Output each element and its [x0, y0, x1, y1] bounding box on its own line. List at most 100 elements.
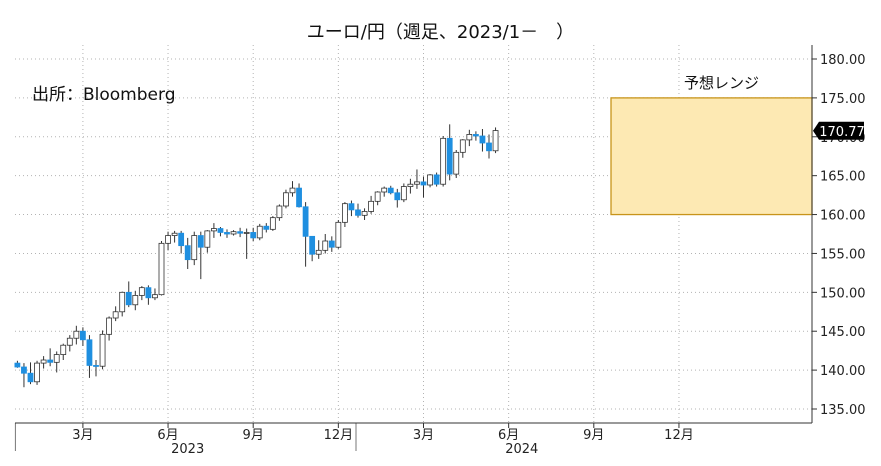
candle-body — [387, 187, 394, 194]
candle — [152, 288, 158, 301]
candle — [479, 129, 486, 152]
candle-body — [420, 181, 427, 186]
candle — [204, 230, 211, 253]
candle — [210, 223, 217, 238]
candle-body — [407, 183, 414, 187]
candle — [256, 223, 263, 241]
candle — [132, 290, 139, 311]
candle — [355, 203, 361, 218]
y-tick-label: 145.00 — [820, 325, 866, 340]
candle-body — [296, 187, 302, 208]
candle-body — [368, 200, 375, 212]
y-tick-label: 150.00 — [820, 286, 866, 301]
y-tick-label: 155.00 — [820, 247, 866, 262]
candle — [14, 360, 21, 368]
candle-body — [440, 137, 447, 185]
x-tick-label: 3月 — [413, 428, 434, 443]
x-tick-label: 12月 — [664, 428, 694, 443]
candle-body — [224, 232, 230, 235]
candle — [178, 230, 185, 254]
candle-body — [125, 291, 132, 306]
candle-body — [355, 209, 361, 216]
candle — [296, 183, 302, 208]
x-tick-label: 9月 — [583, 428, 604, 443]
candle-body — [34, 362, 40, 383]
candle — [230, 230, 237, 236]
candle — [112, 306, 119, 322]
candle — [459, 139, 466, 158]
candle-body — [106, 317, 112, 335]
candle-body — [289, 187, 296, 194]
candle — [145, 285, 152, 305]
candle-body — [53, 354, 60, 363]
candle — [21, 363, 27, 388]
candle — [93, 360, 99, 377]
candle-body — [237, 231, 244, 234]
candle-body — [446, 137, 453, 175]
year-label: 2024 — [505, 442, 538, 457]
candle — [60, 343, 67, 360]
candle-body — [492, 130, 499, 152]
candle-body — [119, 291, 126, 313]
y-tick-label: 175.00 — [820, 92, 866, 107]
candle — [381, 186, 388, 197]
candle-body — [479, 135, 486, 144]
candle — [99, 330, 106, 370]
candle-body — [276, 205, 283, 219]
candle — [453, 150, 460, 178]
candle — [171, 230, 178, 243]
axes-layer: 135.00 140.00 145.00 150.00 155.00 160.00 165.… — [14, 45, 866, 457]
y-tick-label: 140.00 — [820, 364, 866, 379]
candle — [243, 228, 250, 259]
candle-body — [145, 287, 152, 299]
candle-body — [466, 134, 473, 141]
candle-body — [171, 232, 178, 236]
last-value-tag: 170.77 — [813, 121, 865, 140]
candle — [27, 362, 34, 385]
candle-body — [178, 232, 185, 247]
candle-body — [427, 174, 433, 186]
candle-body — [27, 372, 34, 383]
candle-body — [453, 151, 460, 175]
candle — [184, 237, 191, 269]
candle — [315, 240, 322, 259]
candle — [466, 129, 473, 147]
candle — [47, 348, 54, 367]
x-tick-label: 6月 — [157, 428, 178, 443]
candle — [40, 356, 47, 369]
candle-body — [315, 249, 322, 255]
candle — [407, 178, 414, 194]
candle-body — [40, 359, 47, 364]
y-tick-label: 165.00 — [820, 170, 866, 185]
candle-body — [486, 142, 492, 152]
x-tick-label: 6月 — [498, 428, 519, 443]
candle — [427, 174, 433, 188]
forecast-range-box — [610, 97, 813, 216]
chart-title: ユーロ/円（週足、2023/1－ ） — [306, 22, 575, 43]
candle — [433, 172, 440, 187]
candle-body — [80, 330, 86, 341]
candle — [440, 136, 447, 187]
year-label: 2023 — [171, 442, 204, 457]
candle-body — [283, 192, 289, 207]
candle — [191, 231, 198, 266]
candle — [66, 335, 73, 352]
candle-body — [394, 192, 401, 201]
candle — [125, 281, 132, 308]
candle — [73, 325, 80, 345]
candle — [309, 235, 316, 262]
candle — [276, 204, 283, 221]
candle-body — [302, 206, 309, 237]
candle-body — [341, 203, 348, 223]
candle-body — [86, 339, 93, 366]
candle-body — [197, 235, 204, 248]
candle-body — [204, 230, 211, 248]
candle-body — [132, 295, 139, 306]
candle-body — [348, 203, 355, 211]
candle — [302, 202, 309, 267]
candle-body — [138, 287, 145, 296]
candle-body — [152, 294, 158, 299]
candle — [197, 231, 204, 280]
candle — [374, 191, 381, 206]
candle-body — [472, 134, 479, 137]
